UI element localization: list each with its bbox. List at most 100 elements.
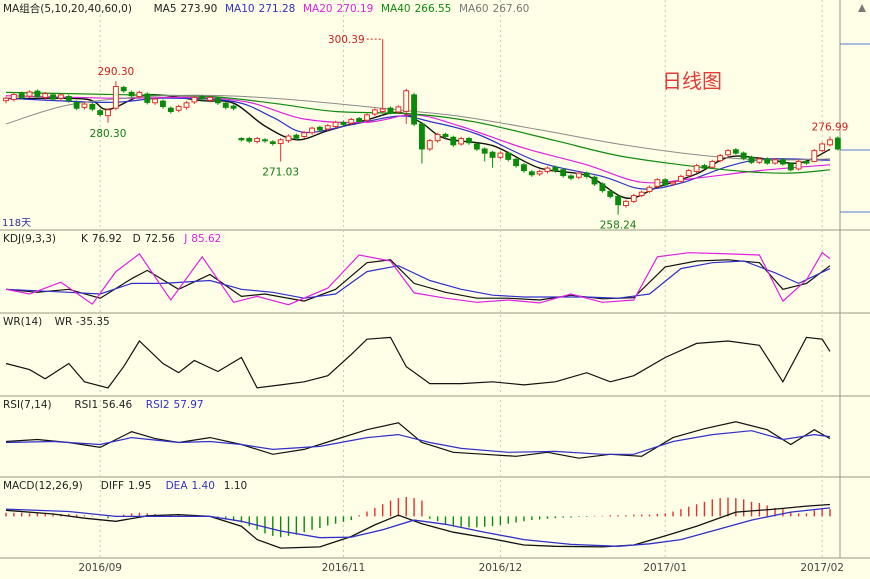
candle-body bbox=[701, 165, 708, 169]
candle bbox=[136, 90, 143, 99]
candle-body bbox=[426, 140, 433, 150]
candle-body bbox=[513, 158, 520, 167]
candle-body bbox=[89, 103, 96, 110]
candle bbox=[207, 95, 213, 103]
candle bbox=[42, 91, 49, 100]
candle bbox=[89, 102, 96, 112]
candle-body bbox=[607, 190, 614, 197]
candle bbox=[670, 180, 676, 186]
candle bbox=[607, 189, 614, 199]
candle bbox=[262, 138, 268, 143]
candle-body bbox=[442, 133, 449, 137]
candle bbox=[599, 182, 606, 193]
kdj-line-d bbox=[5, 260, 831, 299]
macd-dea-line bbox=[5, 507, 831, 547]
candle bbox=[434, 132, 441, 143]
candle bbox=[772, 158, 778, 165]
candle bbox=[779, 158, 786, 166]
price-annotation: 258.24 bbox=[600, 220, 637, 232]
legend-value: 266.55 bbox=[415, 3, 452, 15]
candle-body bbox=[693, 165, 700, 172]
candle bbox=[403, 88, 410, 124]
candle-body bbox=[340, 121, 347, 125]
candle-body bbox=[709, 160, 716, 168]
candle-body bbox=[262, 139, 268, 142]
candle bbox=[269, 140, 276, 146]
candle bbox=[536, 169, 543, 176]
candle bbox=[120, 85, 127, 93]
candle bbox=[26, 90, 33, 99]
candle-body bbox=[81, 103, 88, 108]
candle-body bbox=[364, 114, 370, 121]
candle bbox=[128, 90, 135, 98]
legend-item: MA组合(5,10,20,40,60,0) bbox=[3, 2, 132, 15]
date-tick-label: 2016/09 bbox=[78, 562, 122, 574]
legend-label: RSI2 bbox=[146, 399, 170, 411]
candle-body bbox=[58, 94, 64, 99]
legend-kdj: KDJ(9,3,3) K 76.92 D 72.56 J 85.62 bbox=[3, 233, 221, 245]
candle bbox=[144, 92, 151, 105]
candle bbox=[316, 125, 323, 132]
candle-body bbox=[128, 91, 135, 97]
candle-body bbox=[105, 109, 111, 117]
legend-label: KDJ(9,3,3) bbox=[3, 233, 56, 245]
ma-line-ma60 bbox=[5, 94, 831, 161]
candle bbox=[309, 126, 315, 135]
candle bbox=[717, 153, 724, 163]
candle-body bbox=[199, 96, 206, 100]
candle-body bbox=[583, 172, 590, 177]
candle bbox=[732, 148, 739, 155]
candle-body bbox=[623, 200, 629, 207]
candle-body bbox=[803, 160, 810, 164]
candle-body bbox=[277, 139, 284, 145]
candle-body bbox=[536, 170, 543, 175]
candle-body bbox=[50, 94, 57, 100]
candle bbox=[795, 159, 802, 171]
candle-body bbox=[418, 123, 425, 150]
legend-item: 1.10 bbox=[224, 480, 247, 492]
candle-body bbox=[324, 125, 331, 130]
legend-wr: WR(14) WR -35.35 bbox=[3, 316, 110, 328]
price-annotation: 271.03 bbox=[262, 166, 299, 178]
date-tick-label: 2017/02 bbox=[800, 562, 844, 574]
candle bbox=[277, 138, 284, 162]
candle bbox=[662, 178, 669, 187]
candle bbox=[112, 81, 119, 111]
candle bbox=[214, 96, 221, 105]
candle bbox=[246, 136, 253, 144]
candle bbox=[466, 136, 472, 145]
candle-body bbox=[175, 106, 182, 111]
legend-rsi: RSI(7,14) RSI1 56.46 RSI2 57.97 bbox=[3, 399, 204, 411]
legend-value: 1.40 bbox=[192, 480, 215, 492]
candle-body bbox=[222, 102, 229, 108]
candle bbox=[50, 93, 57, 102]
candle-body bbox=[827, 139, 833, 146]
candle-body bbox=[748, 156, 755, 163]
candle-body bbox=[167, 107, 174, 113]
rsi-line-rsi1 bbox=[5, 421, 831, 459]
candle bbox=[803, 159, 810, 165]
date-tick-label: 2016/12 bbox=[479, 562, 523, 574]
candle-body bbox=[403, 90, 410, 113]
candle-body bbox=[309, 127, 315, 134]
legend-label: MA20 bbox=[303, 3, 333, 15]
candle bbox=[521, 163, 527, 173]
date-tick-label: 2017/01 bbox=[643, 562, 687, 574]
candle-body bbox=[34, 90, 41, 98]
legend-label: MA5 bbox=[154, 3, 177, 15]
candle bbox=[528, 170, 535, 177]
price-annotation: 300.39 bbox=[328, 34, 365, 46]
rsi-line-rsi2 bbox=[5, 430, 831, 455]
candle bbox=[693, 163, 700, 174]
kdj-line-k bbox=[5, 259, 831, 302]
candle bbox=[3, 96, 9, 104]
candle bbox=[426, 138, 433, 152]
candle-body bbox=[481, 148, 488, 154]
candle bbox=[450, 135, 457, 147]
date-axis: 2016/09 2016/11 2016/12 2017/01 2017/02 bbox=[78, 562, 844, 574]
candle-body bbox=[379, 108, 386, 113]
candle-body bbox=[756, 158, 763, 163]
candle-body bbox=[348, 118, 355, 124]
